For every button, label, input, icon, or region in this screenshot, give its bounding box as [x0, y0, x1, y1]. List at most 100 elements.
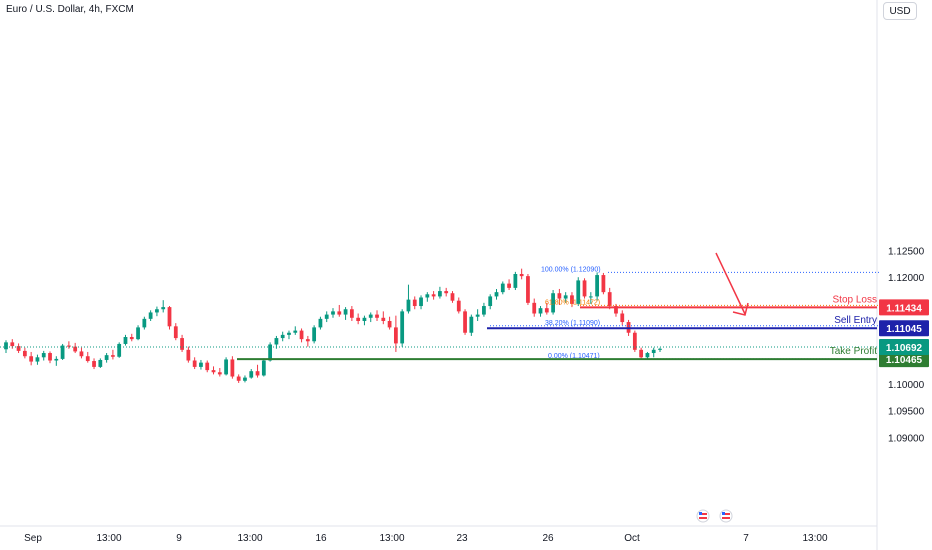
candle-body — [331, 311, 335, 315]
price-tick-label: 1.10000 — [888, 380, 925, 391]
time-tick-label: 13:00 — [379, 533, 404, 544]
us-flag-canton — [699, 512, 702, 515]
candle-body — [450, 293, 455, 301]
level-price-tag — [879, 320, 929, 337]
candle-body — [349, 309, 354, 318]
time-tick-label: 13:00 — [237, 533, 262, 544]
time-tick-label: 23 — [456, 533, 468, 544]
candle-body — [595, 275, 600, 297]
candle-body — [173, 326, 178, 339]
candle-body — [16, 346, 21, 351]
candle-body — [280, 334, 285, 339]
current-price-tag — [879, 339, 929, 356]
candle-body — [261, 360, 266, 376]
candle-body — [29, 356, 34, 362]
us-flag-canton — [722, 512, 725, 515]
candle-body — [658, 348, 662, 350]
level-price-tag — [879, 299, 929, 316]
candle-body — [54, 358, 59, 361]
price-tick-label: 1.09000 — [888, 433, 925, 444]
candle-body — [312, 327, 317, 342]
candle-body — [155, 309, 159, 313]
candle-body — [293, 330, 298, 333]
candle-body — [205, 362, 210, 371]
level-label: Take Profit — [830, 346, 877, 357]
candle-body — [444, 291, 449, 294]
chart-title: Euro / U.S. Dollar, 4h, FXCM — [6, 4, 134, 15]
candle-body — [651, 349, 656, 354]
candle-body — [475, 314, 480, 317]
candle-body — [224, 359, 228, 375]
candle-body — [186, 349, 191, 361]
time-tick-label: 7 — [743, 533, 749, 544]
candle-body — [431, 294, 436, 297]
time-tick-label: 13:00 — [96, 533, 121, 544]
candle-body — [299, 330, 304, 340]
candle-body — [494, 292, 499, 297]
candle-body — [343, 309, 348, 315]
candle-body — [161, 307, 166, 310]
candle-body — [92, 361, 96, 367]
candle-body — [268, 344, 273, 361]
fib-level-label: 0.00% (1.10471) — [548, 353, 600, 360]
candle-body — [324, 314, 329, 319]
candle-body — [217, 372, 222, 375]
candle-body — [35, 357, 40, 362]
candle-body — [249, 371, 254, 378]
us-flag-icon — [719, 509, 733, 523]
candle-body — [117, 343, 122, 357]
candle-body — [22, 350, 27, 357]
candle-body — [551, 293, 555, 313]
candle-body — [230, 359, 235, 377]
candle-body — [104, 355, 109, 360]
candle-body — [98, 359, 103, 367]
candle-body — [375, 314, 379, 318]
candle-body — [582, 280, 587, 297]
fib-level-label: 100.00% (1.12090) — [541, 266, 601, 273]
level-label: Stop Loss — [833, 294, 877, 305]
overlays: 100.00% (1.12090) 61.80% (1.11472) 38.20% … — [0, 252, 929, 523]
candle-body — [645, 353, 650, 358]
candle-body — [557, 293, 562, 299]
projection-arrow-head — [732, 302, 749, 316]
candle-body — [614, 306, 618, 314]
candle-body — [488, 296, 493, 307]
candle-body — [513, 273, 518, 288]
candle-body — [438, 291, 442, 297]
price-tick-label: 1.09500 — [888, 407, 925, 418]
us-flag-stripe — [699, 517, 707, 519]
candle-body — [236, 376, 241, 381]
candle-body — [620, 313, 625, 323]
candle-body — [148, 312, 153, 319]
candle-body — [356, 317, 361, 321]
candle-body — [255, 371, 260, 376]
candle-body — [73, 346, 78, 352]
projection-arrow — [715, 252, 746, 315]
candle-body — [305, 339, 310, 342]
candle-body — [287, 332, 291, 335]
currency-button[interactable]: USD — [883, 2, 917, 20]
time-tick-label: Sep — [24, 533, 42, 544]
price-axis: 1.125001.120001.115001.110001.100001.095… — [876, 0, 925, 550]
level-price-tag — [879, 351, 929, 368]
candle-body — [563, 295, 568, 299]
time-tick-label: 26 — [542, 533, 554, 544]
candle-body — [456, 300, 461, 312]
candle-body — [79, 351, 84, 357]
candle-body — [469, 316, 474, 333]
candle-body — [211, 370, 216, 373]
candle-body — [576, 280, 581, 304]
candle-body — [85, 356, 90, 362]
candle-body — [425, 294, 430, 298]
candle-body — [482, 306, 486, 315]
level-label: Sell Entry — [834, 315, 877, 326]
candle-body — [41, 353, 46, 358]
time-tick-label: 16 — [315, 533, 327, 544]
fib-level-label: 61.80% (1.11472) — [545, 299, 600, 306]
candle-body — [387, 320, 392, 328]
candle-body — [532, 302, 537, 314]
candle-body — [538, 308, 543, 314]
candle-body — [192, 360, 197, 367]
fib-level-label: 38.20% (1.11090) — [545, 320, 600, 327]
